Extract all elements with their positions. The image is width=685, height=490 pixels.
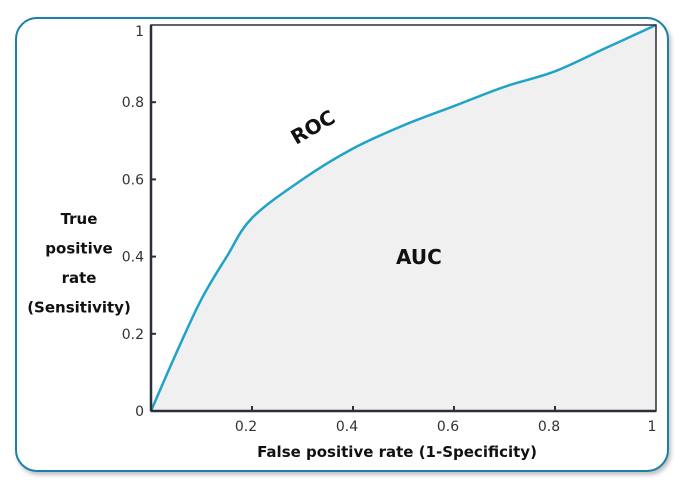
roc-label: ROC (287, 105, 340, 149)
y-tick-label: 0.2 (122, 327, 144, 343)
y-axis-label: rate (62, 269, 97, 287)
auc-label: AUC (396, 245, 442, 269)
auc-area (151, 25, 656, 411)
y-axis-label: True (61, 210, 98, 228)
roc-curve (149, 23, 657, 412)
y-tick-label: 0.4 (122, 250, 144, 266)
y-axis-label: (Sensitivity) (27, 299, 131, 317)
x-tick-label: 0.4 (336, 419, 358, 435)
x-tick-label: 0.6 (437, 419, 459, 435)
y-tick-label: 1 (135, 24, 144, 40)
x-tick-label: 0.8 (538, 419, 560, 435)
axes (149, 24, 657, 413)
y-axis-label: positive (45, 240, 112, 258)
y-tick-label: 0.8 (122, 95, 144, 111)
y-tick-label: 0.6 (122, 172, 144, 188)
y-tick-label: 0 (135, 404, 144, 420)
x-axis-label: False positive rate (1-Specificity) (257, 443, 537, 461)
x-tick-label: 1 (648, 419, 657, 435)
x-tick-label: 0.2 (235, 419, 257, 435)
